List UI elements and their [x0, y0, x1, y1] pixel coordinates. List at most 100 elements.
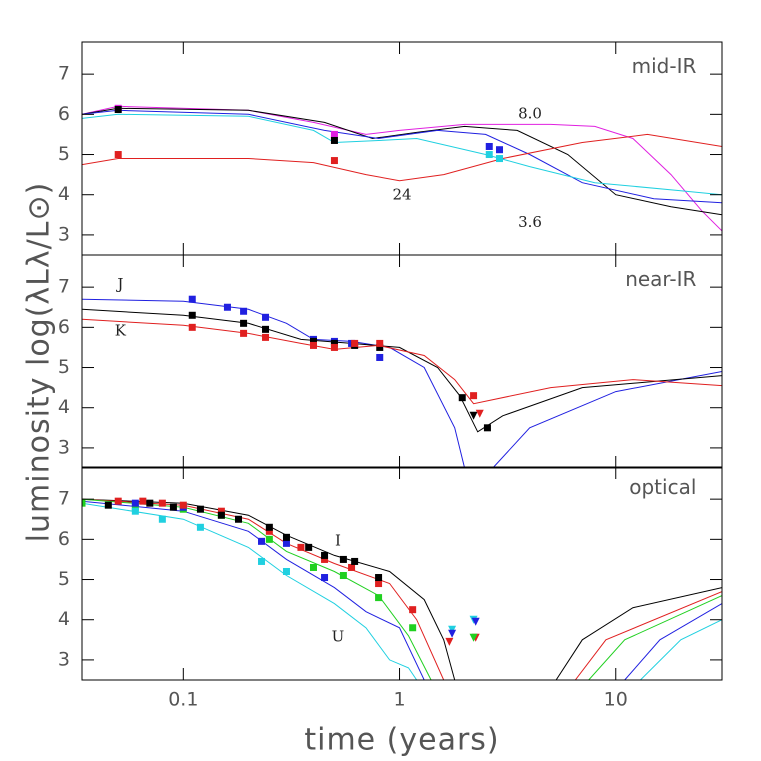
data-point [188, 323, 196, 331]
data-point [104, 501, 112, 509]
data-point [282, 533, 290, 541]
annotation: 24 [392, 185, 411, 203]
data-point [351, 557, 359, 565]
annotation: U [332, 627, 345, 645]
data-point [376, 343, 384, 351]
upper-limit [445, 637, 454, 646]
y-tick-label: 5 [58, 356, 70, 378]
annotation: J [115, 275, 123, 293]
upper-limit [475, 409, 484, 418]
data-point [376, 339, 384, 347]
data-point [188, 311, 196, 319]
curve [82, 113, 722, 196]
data-point [321, 555, 329, 563]
upper-limit [471, 617, 480, 626]
data-point [309, 337, 317, 345]
data-point [217, 507, 225, 515]
data-point [485, 142, 493, 150]
data-point [375, 580, 383, 588]
data-point [179, 501, 187, 509]
x-tick-label: 1 [393, 689, 405, 711]
data-point [158, 499, 166, 507]
data-point [262, 325, 270, 333]
data-point [375, 574, 383, 582]
y-tick-label: 6 [58, 316, 70, 338]
data-point [196, 505, 204, 513]
data-point [258, 557, 266, 565]
data-point [339, 572, 347, 580]
y-tick-label: 6 [58, 103, 70, 125]
data-point [265, 523, 273, 531]
data-point [330, 157, 338, 165]
data-point [496, 155, 504, 163]
plot-area [82, 295, 722, 468]
data-point [240, 307, 248, 315]
data-point [330, 136, 338, 144]
curve [82, 109, 722, 204]
upper-limit [469, 411, 478, 420]
data-point [188, 295, 196, 303]
y-tick-label: 7 [58, 276, 70, 298]
data-point [139, 497, 147, 505]
data-point [131, 499, 139, 507]
y-tick-label: 5 [58, 143, 70, 165]
data-point [348, 563, 356, 571]
curve [82, 318, 722, 405]
plot-area [82, 497, 722, 680]
data-point [321, 551, 329, 559]
annotation: mid-IR [632, 54, 697, 78]
data-point [496, 146, 504, 154]
data-point [240, 319, 248, 327]
frame [81, 254, 723, 469]
data-point [282, 567, 290, 575]
data-point [309, 563, 317, 571]
data-point [321, 574, 329, 582]
data-point [114, 106, 122, 114]
data-point [265, 527, 273, 535]
data-point [146, 499, 154, 507]
data-point [483, 424, 491, 432]
data-point [158, 515, 166, 523]
data-point [409, 624, 417, 632]
annotation: K [115, 322, 127, 340]
plot-area [82, 104, 722, 232]
frame [81, 41, 723, 256]
data-point [375, 594, 383, 602]
curve [82, 308, 722, 433]
annotation: near-IR [625, 267, 696, 291]
y-tick-label: 3 [58, 648, 70, 670]
x-tick-label: 10 [604, 689, 628, 711]
data-point [196, 523, 204, 531]
data-point [309, 341, 317, 349]
data-point [240, 329, 248, 337]
data-point [458, 394, 466, 402]
data-point [114, 151, 122, 159]
annotation: 8.0 [518, 104, 542, 122]
curve [82, 105, 722, 232]
curve [82, 498, 722, 680]
curve [82, 107, 722, 216]
y-tick-label: 3 [58, 436, 70, 458]
data-point [169, 503, 177, 511]
annotation: I [335, 532, 341, 550]
data-point [330, 343, 338, 351]
curve [82, 498, 722, 680]
data-point [330, 130, 338, 138]
x-tick-label: 0.1 [168, 689, 198, 711]
data-point [265, 535, 273, 543]
data-point [470, 392, 478, 400]
annotation: optical [629, 475, 696, 499]
data-point [339, 555, 347, 563]
y-axis-label: luminosity log(λLλ/L⊙) [22, 182, 57, 543]
data-point [351, 339, 359, 347]
upper-limit [469, 633, 478, 642]
data-point [114, 497, 122, 505]
data-point [131, 507, 139, 515]
data-point [223, 303, 231, 311]
y-tick-label: 5 [58, 568, 70, 590]
data-point [262, 333, 270, 341]
y-tick-label: 3 [58, 223, 70, 245]
y-tick-label: 6 [58, 528, 70, 550]
data-point [282, 539, 290, 547]
